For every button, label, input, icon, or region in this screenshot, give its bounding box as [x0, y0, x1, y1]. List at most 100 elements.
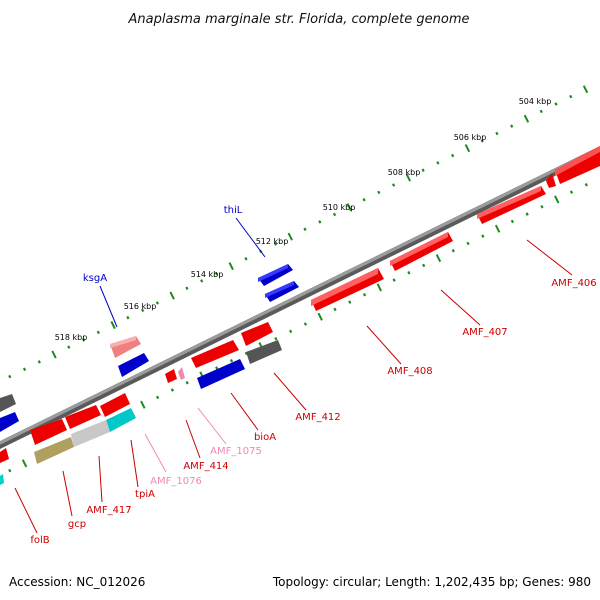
gene-tpiA-bar[interactable] — [100, 393, 130, 417]
minor-tick — [8, 374, 12, 379]
gene-label[interactable]: AMF_412 — [295, 412, 340, 423]
gene-label[interactable]: thiL — [224, 205, 243, 216]
leader-line — [185, 419, 201, 459]
major-tick — [169, 291, 175, 300]
gene-ksgA-2[interactable] — [118, 353, 149, 377]
gene-label[interactable]: AMF_1075 — [210, 446, 262, 457]
minor-tick — [22, 367, 27, 372]
major-tick — [494, 224, 501, 233]
gene-small-red[interactable] — [546, 173, 556, 188]
major-tick — [582, 85, 589, 94]
leader-line — [14, 487, 38, 534]
gene-AMF_407-bar2[interactable] — [390, 232, 453, 271]
tick-labels: 504 kbp 506 kbp 508 kbp 510 kbp 512 kbp 514 k… — [55, 97, 552, 342]
gene-ksgA[interactable] — [110, 336, 141, 358]
minor-tick — [466, 241, 470, 246]
major-tick — [228, 262, 234, 271]
leader-line — [526, 239, 573, 276]
gene-AMF_407-bar[interactable] — [477, 186, 546, 224]
minor-tick — [37, 360, 41, 364]
minor-tick — [392, 278, 396, 282]
map-title: Anaplasma marginale str. Florida, comple… — [128, 12, 470, 27]
minor-tick — [185, 380, 189, 385]
gene-AMF_1075-bar[interactable] — [197, 359, 245, 389]
minor-tick — [391, 183, 396, 187]
gene-cyan-left[interactable] — [0, 474, 4, 485]
minor-tick — [510, 219, 514, 224]
minor-tick — [126, 315, 130, 320]
gene-AMF_406[interactable] — [555, 146, 600, 184]
minor-tick — [141, 308, 145, 313]
leader-line — [235, 217, 266, 258]
gene-label[interactable]: gcp — [68, 519, 86, 530]
leader-line — [62, 470, 73, 517]
minor-tick — [333, 307, 337, 312]
minor-tick — [200, 279, 204, 283]
tick-label: 506 kbp — [454, 133, 487, 142]
gene-label[interactable]: bioA — [254, 432, 276, 443]
major-tick — [554, 195, 560, 204]
genome-backbone — [0, 146, 600, 449]
gene-gray-1[interactable] — [246, 340, 282, 364]
tick-label: 518 kbp — [55, 333, 88, 342]
minor-tick — [185, 286, 189, 290]
gene-label[interactable]: AMF_408 — [387, 366, 432, 377]
major-tick — [405, 173, 412, 182]
gene-AMF_408-bar[interactable] — [311, 268, 384, 311]
major-tick — [523, 114, 530, 123]
gene-label[interactable]: AMF_417 — [86, 505, 131, 516]
minor-tick — [155, 395, 160, 400]
leader-line — [273, 372, 307, 411]
minor-tick — [214, 271, 219, 276]
major-tick — [435, 254, 442, 263]
leader-line — [130, 439, 139, 488]
minor-tick — [539, 109, 543, 114]
gene-AMF_412-bar[interactable] — [241, 322, 273, 346]
major-tick — [346, 203, 352, 212]
gene-AMF_1076-bar[interactable] — [178, 367, 185, 380]
minor-tick — [289, 329, 293, 334]
gene-bioA-bar[interactable] — [191, 340, 239, 368]
minor-tick — [273, 242, 278, 246]
gene-blue-left[interactable] — [0, 412, 19, 432]
minor-tick — [451, 249, 455, 253]
gene-gray-2[interactable] — [0, 394, 16, 412]
gene-olive[interactable] — [34, 437, 74, 464]
minor-tick — [421, 168, 425, 173]
gene-red-left[interactable] — [0, 448, 9, 463]
minor-tick — [170, 388, 174, 392]
gene-lightgray[interactable] — [71, 420, 110, 447]
major-tick — [287, 232, 293, 241]
gene-label[interactable]: folB — [30, 535, 49, 546]
gene-label[interactable]: AMF_406 — [551, 278, 596, 289]
leader-line — [99, 285, 118, 328]
minor-tick — [348, 300, 352, 304]
gene-label[interactable]: AMF_1076 — [150, 476, 202, 487]
tick-label: 516 kbp — [124, 302, 157, 311]
minor-tick — [96, 330, 100, 335]
gene-AMF_414-bar[interactable] — [165, 369, 177, 383]
gene-gcp-bar[interactable] — [30, 419, 67, 445]
major-tick — [21, 459, 28, 468]
gene-label[interactable]: AMF_407 — [462, 327, 507, 338]
leader-line — [98, 455, 103, 503]
minor-tick — [525, 212, 529, 216]
gene-AMF_417-bar[interactable] — [65, 405, 101, 429]
leader-line — [144, 433, 167, 473]
minor-tick — [451, 153, 455, 158]
minor-tick — [510, 124, 514, 128]
tick-label: 512 kbp — [256, 237, 289, 246]
genome-summary: Topology: circular; Length: 1,202,435 bp… — [272, 575, 591, 589]
major-tick — [110, 321, 116, 330]
gene-thiL-2[interactable] — [265, 281, 299, 302]
gene-label[interactable]: tpiA — [135, 489, 155, 500]
gene-label[interactable]: AMF_414 — [183, 461, 228, 472]
leader-line — [440, 289, 481, 326]
tick-label: 504 kbp — [519, 97, 552, 106]
major-tick — [376, 283, 383, 292]
gene-cyan[interactable] — [106, 408, 136, 432]
gene-label[interactable]: ksgA — [83, 273, 107, 284]
gene-thiL[interactable] — [258, 264, 293, 286]
leader-line — [230, 392, 259, 431]
minor-tick — [332, 212, 337, 217]
